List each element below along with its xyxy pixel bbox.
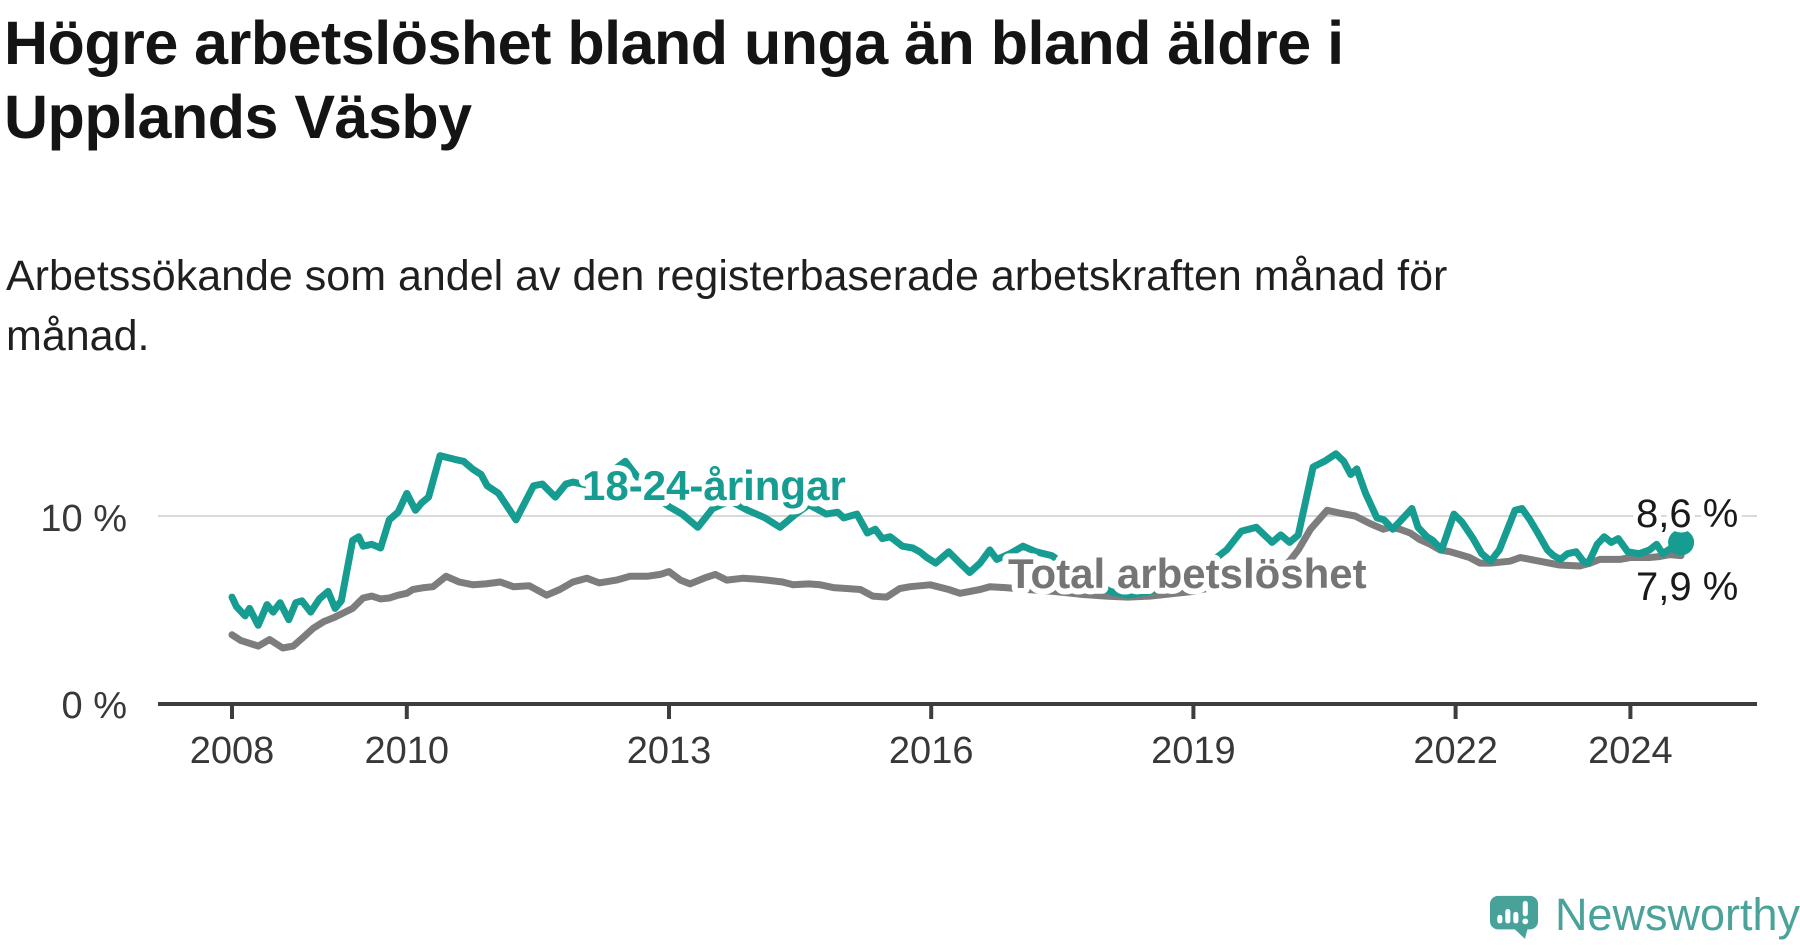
newsworthy-logo-text: Newsworthy: [1554, 889, 1800, 940]
end-value-total: 7,9 %: [1636, 565, 1738, 609]
x-tick-label-2022: 2022: [1413, 730, 1498, 772]
title-line-1: Högre arbetslöshet bland unga än bland ä…: [4, 9, 1344, 77]
x-tick-label-2016: 2016: [889, 730, 974, 772]
chart-subtitle: Arbetssökande som andel av den registerb…: [6, 246, 1506, 366]
y-tick-label-10: 10 %: [40, 498, 127, 540]
logo-exclamation-bar: [1522, 900, 1528, 917]
x-tick-label-2010: 2010: [365, 730, 450, 772]
page-title: Högre arbetslöshet bland unga än bland ä…: [4, 6, 1484, 154]
x-axis-ticks: 2008 2010 2013 2016 2019 2022 2024: [190, 704, 1673, 772]
x-tick-label-2008: 2008: [190, 730, 275, 772]
end-value-young: 8,6 %: [1636, 492, 1738, 536]
subtitle-line-2: månad.: [6, 312, 150, 360]
subtitle-line-1: Arbetssökande som andel av den registerb…: [6, 252, 1448, 300]
series-label-total: Total arbetslöshet: [1008, 550, 1367, 597]
y-tick-label-0: 0 %: [62, 685, 127, 727]
endpoint-dot-young: [1668, 529, 1695, 556]
title-line-2: Upplands Väsby: [4, 83, 472, 151]
logo-bar-2: [1505, 908, 1511, 924]
newsworthy-logo: Newsworthy: [1490, 886, 1800, 948]
x-tick-label-2019: 2019: [1151, 730, 1236, 772]
series-line-young: [228, 450, 1685, 629]
x-tick-label-2024: 2024: [1588, 730, 1673, 772]
newsworthy-logo-icon: [1490, 895, 1539, 939]
logo-bar-3: [1513, 911, 1519, 924]
logo-exclamation-dot: [1522, 918, 1529, 925]
series-label-young: 18-24-åringar: [582, 462, 846, 509]
logo-bar-1: [1497, 914, 1503, 924]
x-tick-label-2013: 2013: [627, 730, 712, 772]
